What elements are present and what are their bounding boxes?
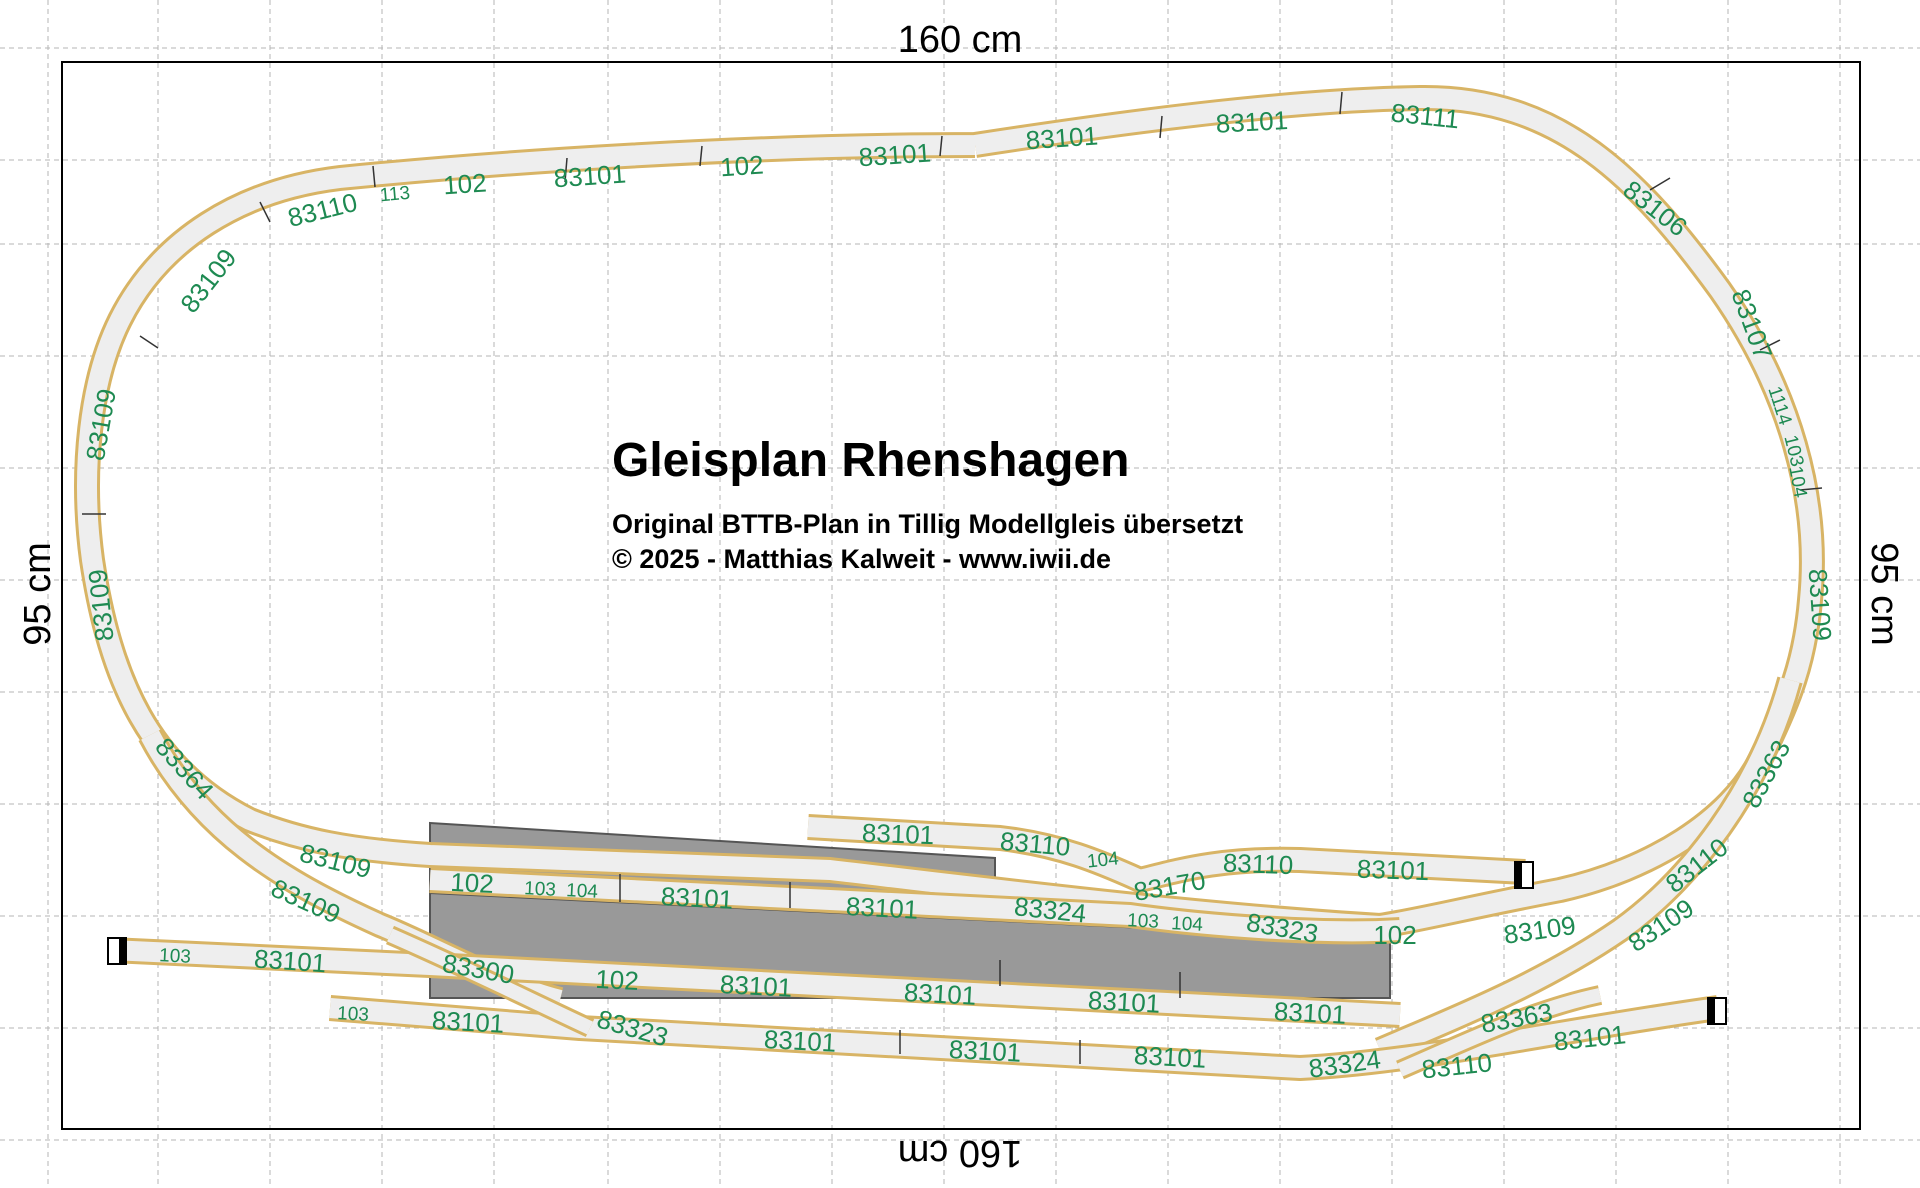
track-part-label: 103 [524,878,557,901]
dimension-right: 95 cm [1863,542,1905,645]
track-part-label: 103 [337,1003,370,1026]
track-part-label: 83111 [1390,97,1461,134]
track-part-label: 83101 [1025,120,1099,155]
track-part-label: 83101 [1087,985,1161,1019]
track-part-label: 113 [379,183,411,207]
track-part-label: 102 [442,167,487,200]
dimension-top: 160 cm [898,19,1023,61]
track-part-label: 102 [719,149,764,182]
dimension-bottom: 160 cm [898,1132,1023,1174]
track-label-layer: 83101 102 83101102113831108310983109831098… [80,97,1838,1084]
dimension-left: 95 cm [17,542,59,645]
track-segment-dividers [82,91,1823,1064]
buffer-stops [107,861,1727,1025]
track-part-label: 83110 [1420,1047,1493,1084]
plan-title: Gleisplan Rhenshagen [612,434,1129,487]
track-part-label: 83101 [1356,854,1429,887]
track-part-label: 83110 [999,826,1072,862]
track-part-label: 83106 [1618,174,1693,242]
buffer-stop-lower-right-bar [1708,997,1715,1025]
track-part-label: 83101 [660,881,734,915]
track-part-label: 103 [159,945,192,968]
track-part-label: 102 [450,867,495,899]
track-part-label: 83101 [861,818,934,851]
track-part-label: 83101 [1552,1019,1627,1056]
track-part-label: 83101 [431,1005,505,1039]
track-part-label: 104 [1086,848,1120,872]
baseboard-outline [61,61,1861,1130]
track-part-label: 83101 [553,158,627,193]
track-part-label: 104 [1784,464,1810,499]
track-part-label: 104 [566,880,599,903]
track-part-label: 83101 [719,969,793,1003]
track-part-label: 103 [1127,910,1160,933]
track-part-label: 83101 [1273,996,1347,1030]
track-part-label: 83101 [1215,105,1289,139]
track-part-label: 83109 [1803,568,1838,642]
plan-subtitle-line-2: © 2025 - Matthias Kalweit - www.iwii.de [612,544,1111,574]
track-part-label: 102 [1373,920,1416,950]
track-part-label: 83323 [594,1004,672,1053]
plan-subtitle-line-1: Original BTTB-Plan in Tillig Modellgleis… [612,509,1243,539]
track-part-label: 83101 [253,943,327,978]
track-part-label: 83101 [1133,1040,1207,1074]
track-network [74,84,1825,1081]
track-part-label: 102 [595,964,640,996]
track-part-label: 104 [1171,913,1204,936]
track-part-label: 83110 [1222,848,1293,880]
track-part-label: 83109 [82,568,119,643]
track-part-label: 83101 [845,891,919,925]
track-part-label: 83101 [763,1024,837,1058]
track-part-label: 83101 [948,1034,1022,1068]
buffer-stop-upper-right-bar [1515,861,1522,889]
track-part-label: 83101 [903,977,977,1011]
buffer-stop-left-bar [119,937,126,965]
track-part-label: 83324 [1307,1044,1383,1084]
track-part-label: 83101 [858,137,932,172]
